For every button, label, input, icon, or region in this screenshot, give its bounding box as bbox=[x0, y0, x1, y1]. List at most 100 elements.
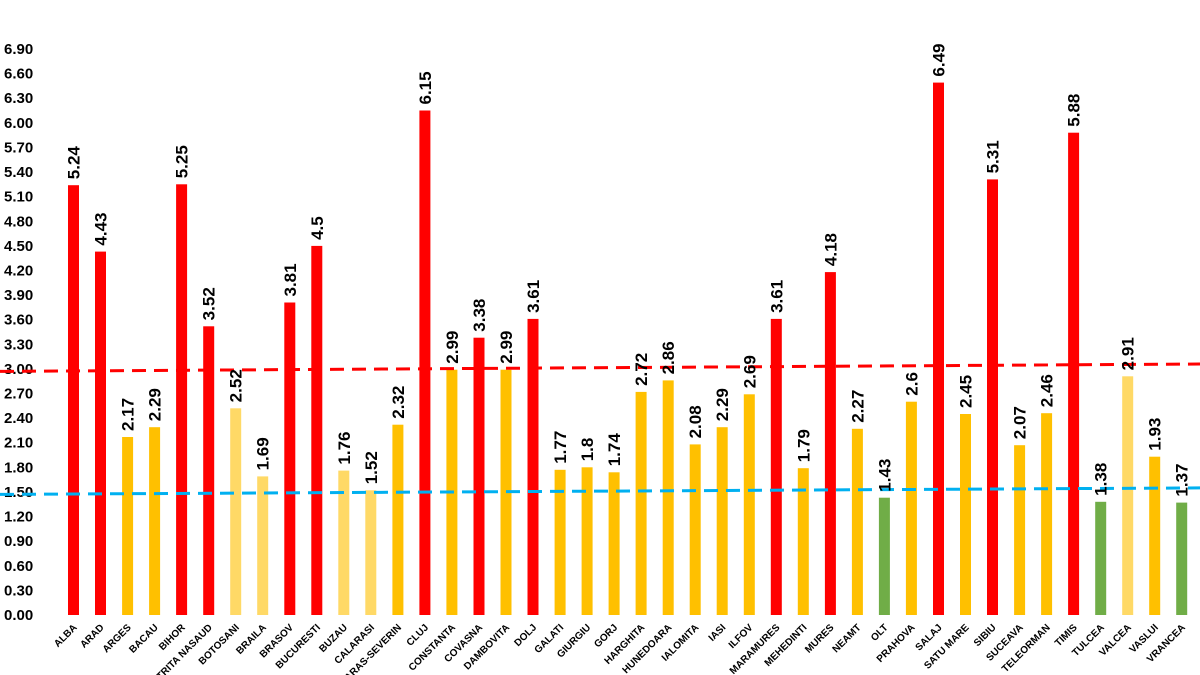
y-tick-label: 6.30 bbox=[4, 90, 33, 107]
y-tick-label: 2.40 bbox=[4, 410, 33, 427]
bar-bistrita-nasaud bbox=[203, 326, 215, 615]
data-label-teleorman: 2.46 bbox=[1038, 374, 1057, 407]
bar-arges bbox=[122, 437, 134, 615]
data-label-iasi: 2.29 bbox=[713, 388, 732, 421]
bar-timis bbox=[1068, 132, 1080, 615]
data-label-buzau: 1.76 bbox=[335, 432, 354, 465]
bar-mures bbox=[824, 272, 836, 615]
bar-vaslui bbox=[1149, 456, 1161, 615]
data-label-valcea: 2.91 bbox=[1119, 337, 1138, 370]
data-label-bihor: 5.25 bbox=[173, 145, 192, 178]
data-label-gorj: 1.74 bbox=[605, 433, 624, 467]
data-label-dambovita: 2.99 bbox=[497, 331, 516, 364]
bar-ialomita bbox=[689, 444, 701, 615]
bar-salaj bbox=[933, 82, 944, 616]
y-tick-label: 0.30 bbox=[4, 582, 33, 599]
data-label-vrancea: 1.37 bbox=[1173, 464, 1192, 497]
bar-botosani bbox=[230, 408, 242, 615]
bars bbox=[68, 82, 1188, 616]
data-label-bucuresti: 4.5 bbox=[308, 216, 327, 240]
data-label-calarasi: 1.52 bbox=[362, 451, 381, 484]
bar-tulcea bbox=[1095, 501, 1107, 615]
data-label-constanta: 2.99 bbox=[443, 331, 462, 364]
bar-buzau bbox=[338, 470, 350, 615]
data-label-ilfov: 2.69 bbox=[740, 355, 759, 388]
bar-alba bbox=[68, 185, 79, 615]
data-label-olt: 1.43 bbox=[875, 459, 894, 492]
y-tick-label: 3.60 bbox=[4, 312, 33, 329]
y-tick-label: 2.70 bbox=[4, 386, 33, 403]
data-label-neamt: 2.27 bbox=[848, 390, 867, 423]
bar-caras-severin bbox=[392, 424, 404, 615]
y-tick-label: 3.90 bbox=[4, 287, 33, 304]
y-tick-label: 4.80 bbox=[4, 213, 33, 230]
bar-covasna bbox=[473, 337, 485, 615]
bar-prahova bbox=[905, 401, 917, 615]
data-label-arges: 2.17 bbox=[119, 398, 138, 431]
y-tick-label: 2.10 bbox=[4, 435, 33, 452]
bar-gorj bbox=[608, 472, 620, 615]
y-tick-label: 6.90 bbox=[4, 41, 33, 58]
y-tick-label: 5.10 bbox=[4, 189, 33, 206]
data-label-salaj: 6.49 bbox=[930, 44, 949, 77]
data-label-vaslui: 1.93 bbox=[1146, 418, 1165, 451]
y-tick-label: 0.00 bbox=[4, 607, 33, 624]
x-tick-label-teleorman: TELEORMAN bbox=[1000, 622, 1053, 675]
data-label-brasov: 3.81 bbox=[281, 263, 300, 296]
y-tick-label: 6.60 bbox=[4, 66, 33, 83]
data-label-ialomita: 2.08 bbox=[686, 405, 705, 438]
bar-arad bbox=[95, 251, 106, 615]
bar-harghita bbox=[635, 391, 647, 615]
y-tick-label: 3.00 bbox=[4, 361, 33, 378]
bar-ilfov bbox=[743, 394, 755, 615]
data-label-tulcea: 1.38 bbox=[1092, 463, 1111, 496]
bar-mehedinti bbox=[797, 468, 809, 615]
reference-lines bbox=[0, 362, 1200, 496]
y-tick-label: 1.20 bbox=[4, 509, 33, 526]
y-tick-label: 4.50 bbox=[4, 238, 33, 255]
data-labels: 5.24 4.43 2.17 2.29 5.25 3.52 2.52 1.69 3.81 4.5 1… bbox=[65, 44, 1192, 497]
data-label-mehedinti: 1.79 bbox=[794, 429, 813, 462]
bar-valcea bbox=[1122, 376, 1134, 615]
x-tick-label-alba: ALBA bbox=[52, 622, 79, 649]
x-tick-label-neamt: NEAMT bbox=[831, 622, 864, 655]
data-label-mures: 4.18 bbox=[821, 233, 840, 266]
y-tick-label: 5.40 bbox=[4, 164, 33, 181]
data-label-suceava: 2.07 bbox=[1011, 406, 1030, 439]
x-tick-label-mures: MURES bbox=[803, 622, 837, 656]
y-tick-label: 0.60 bbox=[4, 558, 33, 575]
bar-braila bbox=[257, 476, 269, 615]
bar-vrancea bbox=[1176, 502, 1188, 615]
lower-threshold-line bbox=[0, 486, 1200, 496]
y-axis-tick-labels: 0.00 0.30 0.60 0.90 1.20 1.50 1.80 2.10 2.40 2.70… bbox=[4, 41, 33, 624]
y-tick-label: 0.90 bbox=[4, 533, 33, 550]
data-label-covasna: 3.38 bbox=[470, 299, 489, 332]
bar-iasi bbox=[716, 427, 728, 615]
data-label-prahova: 2.6 bbox=[902, 372, 921, 396]
bar-bihor bbox=[176, 184, 188, 616]
upper-threshold-line bbox=[0, 362, 1200, 373]
bar-sibiu bbox=[987, 179, 998, 615]
x-tick-label-olt: OLT bbox=[869, 622, 890, 643]
x-tick-label-bacau: BACAU bbox=[127, 622, 160, 655]
bar-dolj bbox=[527, 318, 539, 615]
data-label-giurgiu: 1.8 bbox=[578, 438, 597, 462]
bar-giurgiu bbox=[581, 467, 593, 615]
y-tick-label: 1.80 bbox=[4, 459, 33, 476]
bar-suceava bbox=[1014, 445, 1026, 615]
data-label-maramures: 3.61 bbox=[767, 280, 786, 313]
bar-satu-mare bbox=[960, 414, 971, 615]
bar-teleorman bbox=[1041, 413, 1053, 615]
data-label-alba: 5.24 bbox=[65, 146, 84, 180]
bar-olt bbox=[878, 497, 890, 615]
bar-calarasi bbox=[365, 490, 377, 615]
data-label-bacau: 2.29 bbox=[146, 388, 165, 421]
data-label-caras-severin: 2.32 bbox=[389, 386, 408, 419]
data-label-satu-mare: 2.45 bbox=[957, 375, 976, 408]
data-label-hunedoara: 2.86 bbox=[659, 341, 678, 374]
y-tick-label: 6.00 bbox=[4, 115, 33, 132]
bar-brasov bbox=[284, 302, 296, 615]
bar-bacau bbox=[149, 427, 161, 615]
